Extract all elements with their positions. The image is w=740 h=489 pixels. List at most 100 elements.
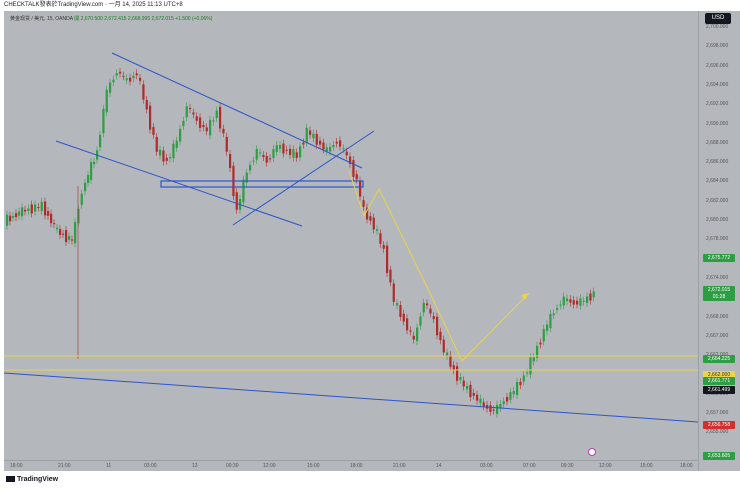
candle-body xyxy=(295,152,298,158)
candle-body xyxy=(582,300,585,302)
ohlc-high: 2,672.415 xyxy=(104,16,127,22)
candle-body xyxy=(9,215,12,222)
candle-body xyxy=(432,316,435,320)
ohlc-close: 2,672.015 xyxy=(151,16,174,22)
candle-body xyxy=(526,372,529,374)
channel-upper-line[interactable] xyxy=(111,52,363,169)
price-axis[interactable]: 2,700.000 2,698.000 2,696.000 2,694.000 2,69… xyxy=(698,11,740,471)
long-trendline[interactable] xyxy=(4,372,698,423)
candle-body xyxy=(406,318,409,331)
candle-body xyxy=(90,162,93,180)
candle-body xyxy=(34,204,37,212)
candle-body xyxy=(392,283,395,302)
candle-body xyxy=(572,300,575,305)
candle-body xyxy=(352,160,355,177)
candle-body xyxy=(422,302,425,313)
candle-body xyxy=(62,233,65,235)
time-axis[interactable]: 18:00 21:00 11 03:00 13 09:30 12:00 15:00 18:00 2… xyxy=(4,460,698,471)
chart-area[interactable]: 黄金现货 / 美元, 15, OANDA 開 2,670.500 2,672.4… xyxy=(4,11,698,471)
candle-body xyxy=(275,145,278,152)
candle-body xyxy=(189,107,192,110)
support-zone-rect[interactable] xyxy=(160,180,364,188)
price-tag: 2,661.771 xyxy=(703,377,735,385)
candle-body xyxy=(542,328,545,342)
candle-body xyxy=(282,143,285,154)
candle-body xyxy=(56,227,59,230)
price-tick-label: 2,694.000 xyxy=(706,81,729,88)
candle-body xyxy=(24,209,27,212)
time-tick-label: 11 xyxy=(106,463,112,469)
candle-body xyxy=(229,153,232,169)
tradingview-logo[interactable]: TradingView xyxy=(6,476,58,483)
candle-body xyxy=(552,313,555,316)
candle-body xyxy=(579,298,582,306)
candle-body xyxy=(65,230,68,242)
candle-body xyxy=(165,157,168,161)
candle-body xyxy=(219,106,222,129)
candle-body xyxy=(386,245,389,274)
price-tick-label: 2,678.000 xyxy=(706,236,729,243)
candle-body xyxy=(135,73,138,76)
candle-body xyxy=(292,149,295,158)
candle-body xyxy=(452,365,455,371)
candle-body xyxy=(40,201,43,212)
candle-body xyxy=(115,73,118,76)
candle-body xyxy=(335,141,338,144)
candle-body xyxy=(74,222,77,244)
time-tick-label: 12:00 xyxy=(263,463,276,469)
price-tag: 2,675.772 xyxy=(703,254,735,262)
price-tag: 2,661.499 xyxy=(703,386,735,394)
candle-body xyxy=(436,316,439,336)
candle-body xyxy=(155,136,158,152)
candle-body xyxy=(512,390,515,395)
candle-body xyxy=(589,293,592,301)
candle-body xyxy=(305,127,308,143)
candle-body xyxy=(279,144,282,149)
candle-body xyxy=(272,149,275,158)
price-tick-label: 2,657.000 xyxy=(706,410,729,416)
candle-body xyxy=(6,214,9,226)
candle-body xyxy=(122,75,125,77)
price-tag: 01:28 xyxy=(703,293,735,301)
price-tick-label: 2,682.000 xyxy=(706,197,729,204)
projection-path[interactable] xyxy=(348,170,530,362)
time-tick-label: 18:00 xyxy=(350,463,363,469)
footer-bar xyxy=(0,471,740,489)
candle-body xyxy=(285,149,288,151)
candle-body xyxy=(345,151,348,156)
candle-body xyxy=(152,127,155,135)
currency-button[interactable]: USD xyxy=(705,13,731,24)
price-tick-label: 2,674.000 xyxy=(706,274,729,281)
candle-body xyxy=(172,143,175,159)
price-chart[interactable] xyxy=(4,11,698,460)
candle-body xyxy=(80,193,83,205)
candle-body xyxy=(389,269,392,283)
candle-body xyxy=(499,404,502,408)
candle-body xyxy=(252,160,255,162)
candle-body xyxy=(99,134,102,148)
candle-body xyxy=(27,208,30,211)
candle-body xyxy=(456,366,459,381)
candle-body xyxy=(139,77,142,81)
candle-body xyxy=(21,207,24,217)
candle-body xyxy=(349,156,352,164)
candle-body xyxy=(142,84,145,100)
ohlc-open: 開 2,670.500 xyxy=(74,16,103,22)
channel-lower-line[interactable] xyxy=(55,140,303,227)
candle-body xyxy=(366,207,369,220)
candle-body xyxy=(312,133,315,139)
candle-body xyxy=(125,78,128,81)
candle-body xyxy=(15,213,18,218)
time-tick-label: 07:00 xyxy=(523,463,536,469)
price-tick-label: 2,696.000 xyxy=(706,62,729,69)
candle-body xyxy=(319,140,322,145)
candle-body xyxy=(249,164,252,171)
candle-body xyxy=(429,308,432,314)
triangle-up-line[interactable] xyxy=(232,130,375,226)
price-tick-label: 2,690.000 xyxy=(706,120,729,127)
goto-realtime-button[interactable] xyxy=(588,448,596,456)
candle-body xyxy=(93,161,96,165)
candle-body xyxy=(242,179,245,203)
candle-body xyxy=(50,213,53,224)
candle-body xyxy=(509,392,512,400)
